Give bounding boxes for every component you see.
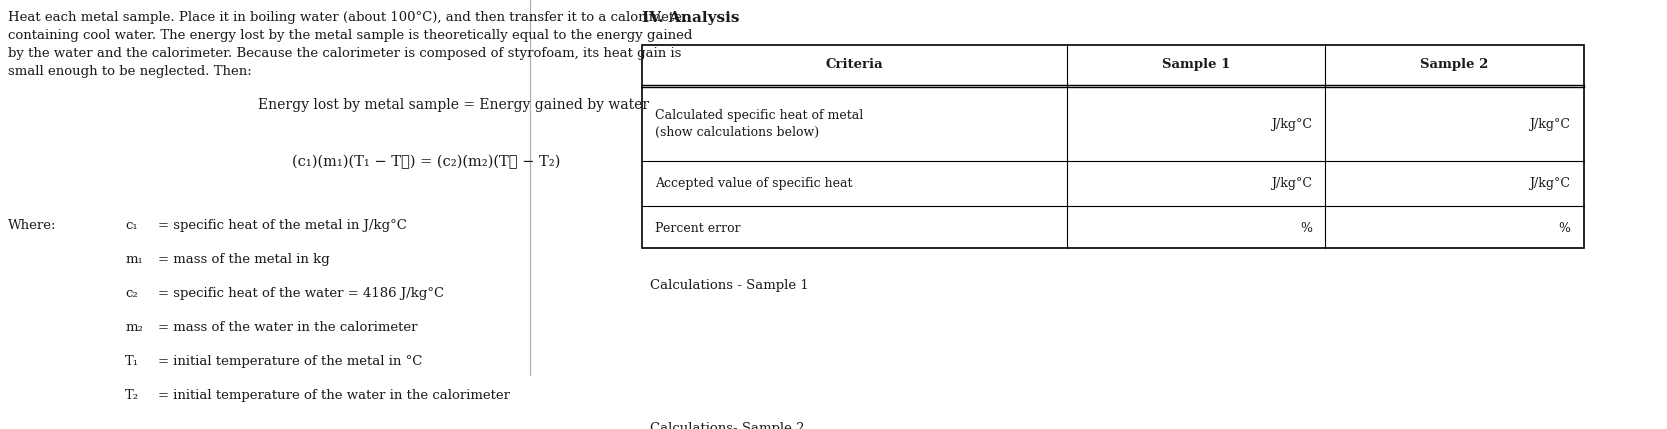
Text: Sample 2: Sample 2: [1420, 58, 1489, 71]
Text: %: %: [1300, 222, 1312, 235]
Text: = initial temperature of the metal in °C: = initial temperature of the metal in °C: [158, 355, 423, 368]
Text: Criteria: Criteria: [825, 58, 884, 71]
Text: Calculated specific heat of metal
(show calculations below): Calculated specific heat of metal (show …: [655, 109, 864, 139]
Text: J/kg°C: J/kg°C: [1529, 118, 1570, 130]
Text: Percent error: Percent error: [655, 222, 740, 235]
Text: Accepted value of specific heat: Accepted value of specific heat: [655, 177, 852, 190]
Text: = specific heat of the metal in J/kg°C: = specific heat of the metal in J/kg°C: [158, 219, 407, 233]
Text: = mass of the metal in kg: = mass of the metal in kg: [158, 253, 330, 266]
Text: J/kg°C: J/kg°C: [1270, 118, 1312, 130]
Text: c₁: c₁: [125, 219, 138, 233]
Text: Where:: Where:: [8, 219, 57, 233]
Text: Heat each metal sample. Place it in boiling water (about 100°C), and then transf: Heat each metal sample. Place it in boil…: [8, 11, 693, 78]
Text: m₂: m₂: [125, 321, 143, 334]
Text: = initial temperature of the water in the calorimeter: = initial temperature of the water in th…: [158, 389, 510, 402]
Text: %: %: [1559, 222, 1570, 235]
Text: Calculations - Sample 1: Calculations - Sample 1: [650, 278, 808, 292]
Text: Sample 1: Sample 1: [1162, 58, 1230, 71]
Text: Energy lost by metal sample = Energy gained by water: Energy lost by metal sample = Energy gai…: [258, 98, 650, 112]
Bar: [642, 45, 1584, 248]
Text: T₂: T₂: [125, 389, 138, 402]
Text: T₁: T₁: [125, 355, 138, 368]
Text: J/kg°C: J/kg°C: [1529, 177, 1570, 190]
Text: IV. Analysis: IV. Analysis: [642, 11, 738, 25]
Text: J/kg°C: J/kg°C: [1270, 177, 1312, 190]
Text: (c₁)(m₁)(T₁ − T⁥) = (c₂)(m₂)(T⁥ − T₂): (c₁)(m₁)(T₁ − T⁥) = (c₂)(m₂)(T⁥ − T₂): [292, 155, 560, 169]
Text: Calculations- Sample 2: Calculations- Sample 2: [650, 422, 805, 429]
Text: = specific heat of the water = 4186 J/kg°C: = specific heat of the water = 4186 J/kg…: [158, 287, 445, 300]
Text: c₂: c₂: [125, 287, 138, 300]
Text: m₁: m₁: [125, 253, 143, 266]
Text: = mass of the water in the calorimeter: = mass of the water in the calorimeter: [158, 321, 418, 334]
